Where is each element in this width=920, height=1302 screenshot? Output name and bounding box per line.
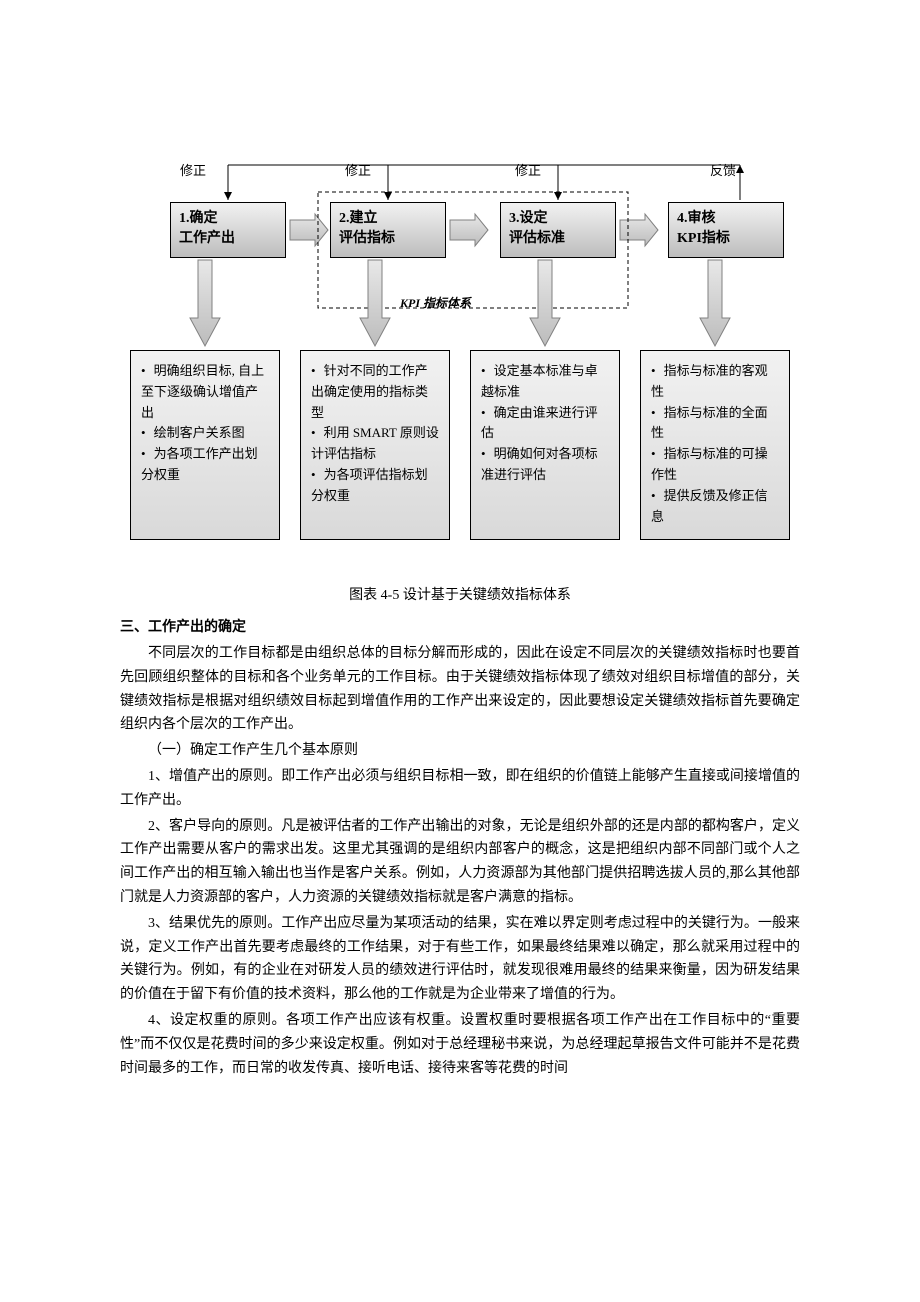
detail-box-1: 明确组织目标, 自上至下逐级确认增值产出 绘制客户关系图 为各项工作产出划分权重 <box>130 350 280 540</box>
detail-4-item: 提供反馈及修正信息 <box>651 486 779 528</box>
detail-4-item: 指标与标准的客观性 <box>651 361 779 403</box>
step-1-sub: 工作产出 <box>179 231 235 246</box>
detail-box-3: 设定基本标准与卓越标准 确定由谁来进行评估 明确如何对各项标准进行评估 <box>470 350 620 540</box>
body-paragraph: 3、结果优先的原则。工作产出应尽量为某项活动的结果，实在难以界定则考虑过程中的关… <box>120 912 800 1007</box>
detail-1-item: 为各项工作产出划分权重 <box>141 444 269 486</box>
detail-1-item: 明确组织目标, 自上至下逐级确认增值产出 <box>141 361 269 423</box>
feedback-label-2: 修正 <box>345 160 371 179</box>
subsection-heading: （一）确定工作产生几个基本原则 <box>120 739 800 763</box>
kpi-system-label: KPI 指标体系 <box>400 294 471 311</box>
detail-2-item: 针对不同的工作产出确定使用的指标类型 <box>311 361 439 423</box>
body-paragraph: 4、设定权重的原则。各项工作产出应该有权重。设置权重时要根据各项工作产出在工作目… <box>120 1009 800 1080</box>
step-1-title: 1.确定 <box>179 211 218 226</box>
detail-2-item: 为各项评估指标划分权重 <box>311 465 439 507</box>
body-paragraph: 不同层次的工作目标都是由组织总体的目标分解而形成的，因此在设定不同层次的关键绩效… <box>120 642 800 737</box>
detail-3-item: 确定由谁来进行评估 <box>481 403 609 445</box>
step-3-title: 3.设定 <box>509 211 548 226</box>
detail-3-item: 设定基本标准与卓越标准 <box>481 361 609 403</box>
detail-4-item: 指标与标准的全面性 <box>651 403 779 445</box>
detail-box-2: 针对不同的工作产出确定使用的指标类型 利用 SMART 原则设计评估指标 为各项… <box>300 350 450 540</box>
detail-3-item: 明确如何对各项标准进行评估 <box>481 444 609 486</box>
figure-caption: 图表 4-5 设计基于关键绩效指标体系 <box>120 584 800 604</box>
feedback-label-3: 修正 <box>515 160 541 179</box>
detail-4-item: 指标与标准的可操作性 <box>651 444 779 486</box>
detail-box-4: 指标与标准的客观性 指标与标准的全面性 指标与标准的可操作性 提供反馈及修正信息 <box>640 350 790 540</box>
step-3-sub: 评估标准 <box>509 231 565 246</box>
page-root: 修正 修正 修正 反馈 1.确定 工作产出 2.建立 评估指标 3.设定 评估标… <box>0 0 920 1302</box>
step-4-box: 4.审核 KPI指标 <box>668 202 784 258</box>
step-2-title: 2.建立 <box>339 211 378 226</box>
feedback-label-4: 反馈 <box>710 160 736 179</box>
body-paragraph: 2、客户导向的原则。凡是被评估者的工作产出输出的对象，无论是组织外部的还是内部的… <box>120 815 800 910</box>
step-3-box: 3.设定 评估标准 <box>500 202 616 258</box>
step-4-sub: KPI指标 <box>677 231 730 246</box>
feedback-label-1: 修正 <box>180 160 206 179</box>
step-1-box: 1.确定 工作产出 <box>170 202 286 258</box>
body-paragraph: 1、增值产出的原则。即工作产出必须与组织目标相一致，即在组织的价值链上能够产生直… <box>120 765 800 813</box>
step-2-box: 2.建立 评估指标 <box>330 202 446 258</box>
detail-1-item: 绘制客户关系图 <box>141 423 269 444</box>
step-2-sub: 评估指标 <box>339 231 395 246</box>
kpi-flow-diagram: 修正 修正 修正 反馈 1.确定 工作产出 2.建立 评估指标 3.设定 评估标… <box>120 160 800 560</box>
section-3-heading: 三、工作产出的确定 <box>120 616 800 636</box>
step-4-title: 4.审核 <box>677 211 716 226</box>
detail-2-item: 利用 SMART 原则设计评估指标 <box>311 423 439 465</box>
